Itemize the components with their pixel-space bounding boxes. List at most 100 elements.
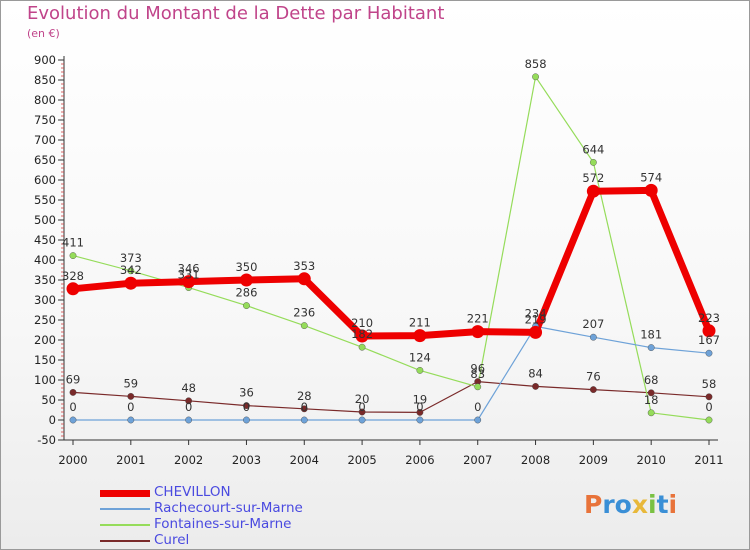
data-label: 858 — [525, 57, 547, 71]
data-point — [355, 329, 369, 343]
data-point — [243, 302, 250, 309]
data-label: 48 — [181, 381, 196, 395]
legend-swatch — [100, 540, 150, 542]
data-point — [300, 322, 308, 329]
data-label: 346 — [178, 262, 200, 276]
y-axis-ticks: -50 0 50 100 150 200 250 300 350 400 450 500 550 600 6… — [34, 53, 64, 447]
data-point — [416, 366, 424, 374]
data-label: 411 — [62, 236, 84, 250]
data-label: 644 — [582, 142, 604, 156]
data-point — [589, 333, 597, 341]
y-tick-label: 100 — [34, 373, 56, 387]
data-label: 574 — [640, 170, 662, 184]
data-label: 223 — [698, 311, 720, 325]
data-label: 19 — [413, 392, 428, 406]
data-label: 0 — [185, 400, 192, 414]
data-label: 328 — [62, 269, 84, 283]
y-tick-label: 650 — [34, 153, 56, 167]
data-label: 58 — [702, 377, 717, 391]
y-tick-label: 800 — [34, 93, 56, 107]
y-tick-label: 0 — [49, 413, 56, 427]
chart-axes — [61, 56, 718, 441]
data-point — [66, 282, 80, 296]
data-point — [185, 416, 193, 424]
data-point — [127, 392, 135, 400]
logo-letter: P — [584, 490, 603, 519]
data-label: 211 — [409, 316, 431, 330]
data-label: 181 — [640, 328, 662, 342]
data-point — [239, 273, 253, 287]
data-label: 124 — [409, 350, 431, 364]
y-tick-label: 400 — [34, 253, 56, 267]
x-tick-label: 2001 — [116, 453, 145, 467]
logo-letter: x — [631, 490, 648, 519]
data-label: 18 — [644, 393, 659, 407]
data-label: 167 — [698, 333, 720, 347]
x-tick-label: 2000 — [58, 453, 87, 467]
data-point — [413, 329, 427, 343]
y-tick-label: 300 — [34, 293, 56, 307]
data-label: 0 — [69, 400, 76, 414]
logo-letter: i — [668, 490, 678, 519]
y-tick-label: 350 — [34, 273, 56, 287]
data-label: 36 — [239, 386, 254, 400]
data-label: 353 — [293, 259, 315, 273]
data-point — [529, 325, 543, 339]
y-tick-label: 700 — [34, 133, 56, 147]
logo-letter: i — [648, 490, 657, 519]
data-label: 342 — [120, 263, 142, 277]
legend-label: Curel — [154, 532, 190, 548]
data-point — [124, 276, 138, 290]
y-tick-label: 750 — [34, 113, 56, 127]
data-point — [69, 416, 77, 424]
data-label: 83 — [470, 367, 485, 381]
data-label: 331 — [178, 268, 200, 282]
y-tick-label: 500 — [34, 213, 56, 227]
data-label: 0 — [358, 400, 365, 414]
series-points — [66, 73, 716, 424]
data-point — [589, 386, 597, 393]
data-point — [532, 73, 539, 81]
data-label: 0 — [705, 400, 712, 414]
data-point — [705, 416, 713, 424]
data-point — [586, 184, 600, 198]
data-point — [702, 324, 716, 338]
data-label: 20 — [355, 392, 370, 406]
logo-letter: r — [602, 490, 615, 519]
data-point — [182, 275, 196, 289]
data-point — [69, 252, 77, 260]
x-tick-label: 2010 — [637, 453, 666, 467]
data-label: 28 — [297, 389, 312, 403]
data-label: 68 — [644, 373, 659, 387]
legend-swatch — [100, 489, 150, 497]
data-point — [471, 325, 485, 339]
y-tick-label: 550 — [34, 193, 56, 207]
series-line-0 — [72, 186, 713, 340]
legend-swatch — [100, 524, 150, 526]
data-point — [647, 409, 655, 417]
series-line-2 — [72, 76, 710, 421]
data-label: 76 — [586, 370, 601, 384]
series-lines — [72, 76, 713, 421]
legend-label: CHEVILLON — [154, 484, 231, 500]
data-point — [705, 393, 713, 401]
data-label: 572 — [582, 171, 604, 185]
data-label: 210 — [351, 316, 373, 330]
x-tick-label: 2003 — [232, 453, 261, 467]
data-point — [416, 416, 424, 424]
data-point — [127, 267, 135, 275]
x-tick-label: 2004 — [290, 453, 319, 467]
y-tick-label: -50 — [37, 433, 56, 447]
data-point — [297, 272, 311, 286]
data-point — [185, 397, 193, 405]
y-tick-label: 50 — [41, 393, 56, 407]
data-point — [705, 349, 713, 357]
y-tick-label: 900 — [34, 53, 56, 67]
chart-title: Evolution du Montant de la Dette par Hab… — [27, 3, 445, 24]
data-label: 0 — [416, 400, 423, 414]
data-point — [358, 343, 366, 351]
data-point — [243, 416, 250, 424]
x-tick-label: 2005 — [347, 453, 376, 467]
